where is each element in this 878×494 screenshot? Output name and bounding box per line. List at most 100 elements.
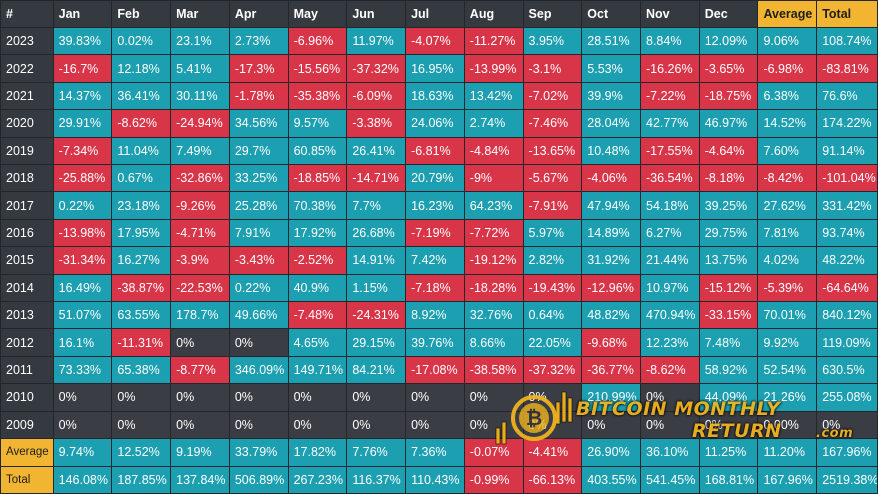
column-header-average[interactable]: Average bbox=[757, 0, 818, 28]
column-header-mar[interactable]: Mar bbox=[170, 0, 230, 28]
cell-average-total: 167.96% bbox=[816, 438, 878, 467]
cell-total-aug: -0.99% bbox=[463, 465, 524, 494]
cell-2010-aug: 0% bbox=[463, 383, 524, 412]
cell-2010-nov: 0% bbox=[640, 383, 700, 412]
cell-2011-mar: -8.77% bbox=[170, 355, 230, 385]
row-2020: 2020 29.91% -8.62% -24.94% 34.56% 9.57% -3.38%… bbox=[0, 109, 878, 138]
cell-2020-may: 9.57% bbox=[287, 109, 348, 138]
cell-2011-jan: 73.33% bbox=[52, 355, 113, 385]
cell-2015-mar: -3.9% bbox=[170, 246, 230, 275]
cell-2012-total: 119.09% bbox=[816, 328, 878, 357]
cell-2014-mar: -22.53% bbox=[170, 273, 230, 303]
cell-2010-jan: 0% bbox=[52, 383, 113, 412]
cell-2011-sep: -37.32% bbox=[522, 355, 583, 385]
cell-2017-may: 70.38% bbox=[287, 191, 348, 220]
column-header-dec[interactable]: Dec bbox=[698, 0, 759, 28]
header-row: # Jan Feb Mar Apr May Jun Jul Aug Sep Oct Nov Dec Ave… bbox=[0, 0, 878, 28]
cell-2022-jan: -16.7% bbox=[52, 54, 113, 83]
cell-2017-apr: 25.28% bbox=[228, 191, 289, 220]
cell-2023-feb: 0.02% bbox=[111, 26, 172, 56]
cell-2018-jan: -25.88% bbox=[52, 164, 113, 193]
cell-2012-apr: 0% bbox=[228, 328, 289, 357]
row-label: 2014 bbox=[0, 273, 54, 303]
column-header-feb[interactable]: Feb bbox=[111, 0, 172, 28]
cell-2021-oct: 39.9% bbox=[581, 81, 641, 111]
cell-2021-nov: -7.22% bbox=[640, 81, 700, 111]
cell-total-total: 2519.38% bbox=[816, 465, 878, 494]
cell-2018-jun: -14.71% bbox=[346, 164, 407, 193]
cell-2009-sep: 0% bbox=[522, 410, 583, 440]
column-header-jan[interactable]: Jan bbox=[52, 0, 113, 28]
cell-2019-jan: -7.34% bbox=[52, 136, 113, 166]
column-header-sep[interactable]: Sep bbox=[522, 0, 583, 28]
cell-2022-may: -15.56% bbox=[287, 54, 348, 83]
column-header-total[interactable]: Total bbox=[816, 0, 878, 28]
row-label: Total bbox=[0, 465, 54, 494]
cell-2017-jun: 7.7% bbox=[346, 191, 407, 220]
cell-average-sep: -4.41% bbox=[522, 438, 583, 467]
cell-2010-sep: 0% bbox=[522, 383, 583, 412]
cell-2015-apr: -3.43% bbox=[228, 246, 289, 275]
cell-2022-aug: -13.99% bbox=[463, 54, 524, 83]
cell-2015-jun: 14.91% bbox=[346, 246, 407, 275]
cell-2011-dec: 58.92% bbox=[698, 355, 759, 385]
row-label: 2011 bbox=[0, 355, 54, 385]
cell-2009-mar: 0% bbox=[170, 410, 230, 440]
cell-2022-apr: -17.3% bbox=[228, 54, 289, 83]
cell-2010-may: 0% bbox=[287, 383, 348, 412]
cell-2014-jan: 16.49% bbox=[52, 273, 113, 303]
cell-2023-jan: 39.83% bbox=[52, 26, 113, 56]
row-2015: 2015 -31.34% 16.27% -3.9% -3.43% -2.52% 14.91%… bbox=[0, 246, 878, 275]
cell-2023-mar: 23.1% bbox=[170, 26, 230, 56]
column-header-jul[interactable]: Jul bbox=[405, 0, 465, 28]
row-label: 2023 bbox=[0, 26, 54, 56]
cell-2023-total: 108.74% bbox=[816, 26, 878, 56]
cell-2012-sep: 22.05% bbox=[522, 328, 583, 357]
cell-2015-nov: 21.44% bbox=[640, 246, 700, 275]
cell-2014-aug: -18.28% bbox=[463, 273, 524, 303]
cell-2012-jan: 16.1% bbox=[52, 328, 113, 357]
cell-2013-dec: -33.15% bbox=[698, 301, 759, 330]
cell-average-jun: 7.76% bbox=[346, 438, 407, 467]
column-header-may[interactable]: May bbox=[287, 0, 348, 28]
column-header-nov[interactable]: Nov bbox=[640, 0, 700, 28]
row-label: 2010 bbox=[0, 383, 54, 412]
cell-2020-jun: -3.38% bbox=[346, 109, 407, 138]
column-header-jun[interactable]: Jun bbox=[346, 0, 407, 28]
cell-2011-nov: -8.62% bbox=[640, 355, 700, 385]
cell-2016-mar: -4.71% bbox=[170, 218, 230, 248]
row-2018: 2018 -25.88% 0.67% -32.86% 33.25% -18.85% -14.… bbox=[0, 164, 878, 193]
column-header-aug[interactable]: Aug bbox=[463, 0, 524, 28]
cell-2023-nov: 8.84% bbox=[640, 26, 700, 56]
cell-2019-feb: 11.04% bbox=[111, 136, 172, 166]
column-header-apr[interactable]: Apr bbox=[228, 0, 289, 28]
row-label: Average bbox=[0, 438, 54, 467]
cell-2013-feb: 63.55% bbox=[111, 301, 172, 330]
cell-2013-jan: 51.07% bbox=[52, 301, 113, 330]
cell-2011-oct: -36.77% bbox=[581, 355, 641, 385]
cell-2011-feb: 65.38% bbox=[111, 355, 172, 385]
cell-average-nov: 36.10% bbox=[640, 438, 700, 467]
cell-2023-oct: 28.51% bbox=[581, 26, 641, 56]
cell-2016-jun: 26.68% bbox=[346, 218, 407, 248]
cell-2011-total: 630.5% bbox=[816, 355, 878, 385]
cell-2016-aug: -7.72% bbox=[463, 218, 524, 248]
cell-2017-dec: 39.25% bbox=[698, 191, 759, 220]
cell-2022-jun: -37.32% bbox=[346, 54, 407, 83]
cell-total-dec: 168.81% bbox=[698, 465, 759, 494]
cell-2015-dec: 13.75% bbox=[698, 246, 759, 275]
row-2010: 2010 0% 0% 0% 0% 0% 0% 0% 0% 0% 210.99% 0% 44.09% 21.… bbox=[0, 383, 878, 412]
cell-2022-total: -83.81% bbox=[816, 54, 878, 83]
cell-2017-jul: 16.23% bbox=[405, 191, 465, 220]
row-2012: 2012 16.1% -11.31% 0% 0% 4.65% 29.15% 39.76% 8.6… bbox=[0, 328, 878, 357]
cell-2018-average: -8.42% bbox=[757, 164, 818, 193]
cell-2010-feb: 0% bbox=[111, 383, 172, 412]
cell-2019-jul: -6.81% bbox=[405, 136, 465, 166]
cell-2021-may: -35.38% bbox=[287, 81, 348, 111]
column-header-oct[interactable]: Oct bbox=[581, 0, 641, 28]
cell-2015-jan: -31.34% bbox=[52, 246, 113, 275]
cell-2019-aug: -4.84% bbox=[463, 136, 524, 166]
cell-2014-jul: -7.18% bbox=[405, 273, 465, 303]
cell-2010-average: 21.26% bbox=[757, 383, 818, 412]
cell-2023-dec: 12.09% bbox=[698, 26, 759, 56]
